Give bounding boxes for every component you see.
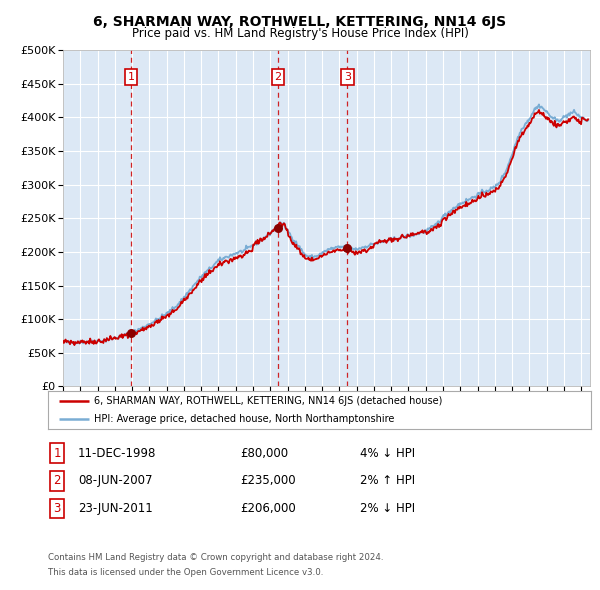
Text: 3: 3 xyxy=(53,502,61,515)
Text: £80,000: £80,000 xyxy=(240,447,288,460)
Text: 2: 2 xyxy=(274,72,281,82)
Text: 2% ↓ HPI: 2% ↓ HPI xyxy=(360,502,415,515)
Text: 2: 2 xyxy=(53,474,61,487)
Text: HPI: Average price, detached house, North Northamptonshire: HPI: Average price, detached house, Nort… xyxy=(94,414,395,424)
Text: 3: 3 xyxy=(344,72,351,82)
Text: Price paid vs. HM Land Registry's House Price Index (HPI): Price paid vs. HM Land Registry's House … xyxy=(131,27,469,40)
Text: £235,000: £235,000 xyxy=(240,474,296,487)
Text: 23-JUN-2011: 23-JUN-2011 xyxy=(78,502,153,515)
Text: £206,000: £206,000 xyxy=(240,502,296,515)
Text: Contains HM Land Registry data © Crown copyright and database right 2024.: Contains HM Land Registry data © Crown c… xyxy=(48,553,383,562)
Text: 1: 1 xyxy=(53,447,61,460)
Text: 1: 1 xyxy=(128,72,134,82)
Text: 11-DEC-1998: 11-DEC-1998 xyxy=(78,447,157,460)
Text: 2% ↑ HPI: 2% ↑ HPI xyxy=(360,474,415,487)
Text: 4% ↓ HPI: 4% ↓ HPI xyxy=(360,447,415,460)
Text: 6, SHARMAN WAY, ROTHWELL, KETTERING, NN14 6JS: 6, SHARMAN WAY, ROTHWELL, KETTERING, NN1… xyxy=(94,15,506,29)
Text: 6, SHARMAN WAY, ROTHWELL, KETTERING, NN14 6JS (detached house): 6, SHARMAN WAY, ROTHWELL, KETTERING, NN1… xyxy=(94,396,443,406)
Text: This data is licensed under the Open Government Licence v3.0.: This data is licensed under the Open Gov… xyxy=(48,568,323,577)
Text: 08-JUN-2007: 08-JUN-2007 xyxy=(78,474,152,487)
